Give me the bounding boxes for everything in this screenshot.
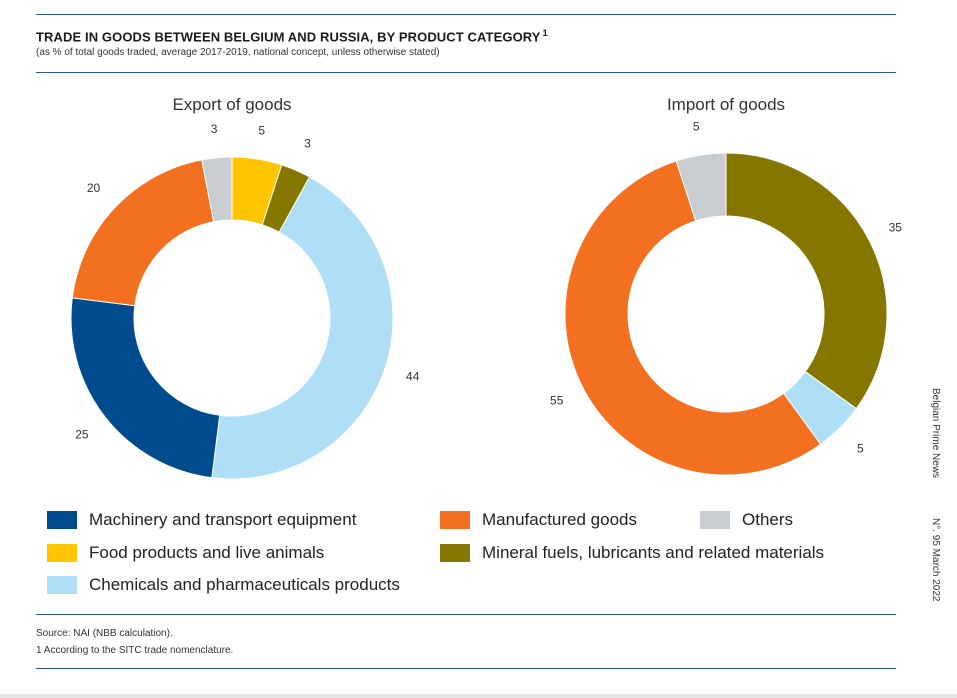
- legend-item-machinery: Machinery and transport equipment: [47, 510, 356, 530]
- legend-swatch-mineral-fuels: [440, 544, 470, 562]
- page-title: TRADE IN GOODS BETWEEN BELGIUM AND RUSSI…: [36, 28, 548, 45]
- legend-item-manufactured: Manufactured goods: [440, 510, 637, 530]
- legend-item-chemicals: Chemicals and pharmaceuticals products: [47, 575, 400, 595]
- export-label-chemicals-and-pharmaceuticals-products: 44: [406, 370, 420, 384]
- legend-label-chemicals: Chemicals and pharmaceuticals products: [89, 575, 400, 594]
- export-label-others: 3: [211, 122, 218, 136]
- import-slice-others: [675, 152, 727, 222]
- legend-label-others: Others: [742, 510, 794, 529]
- legend-swatch-chemicals: [47, 576, 77, 594]
- legend-label-food: Food products and live animals: [89, 543, 325, 562]
- footnote: 1 According to the SITC trade nomenclatu…: [36, 645, 234, 656]
- import-label-mineral-fuels-lubricants-and-related-materials: 35: [889, 221, 903, 235]
- top-rule: [36, 14, 896, 15]
- export-label-manufactured-goods: 20: [87, 181, 101, 195]
- legend-swatch-food: [47, 544, 77, 562]
- import-label-chemicals-and-pharmaceuticals-products: 5: [857, 441, 864, 455]
- export-slice-others: [201, 156, 233, 223]
- export-label-mineral-fuels-lubricants-and-related-materials: 3: [304, 137, 311, 151]
- page-bottom-bar: [0, 694, 957, 698]
- import-chart-title: Import of goods: [667, 95, 785, 114]
- legend-swatch-machinery: [47, 511, 77, 529]
- legend-swatch-manufactured: [440, 511, 470, 529]
- legend-swatch-others: [700, 511, 730, 529]
- export-label-food-products-and-live-animals: 5: [258, 123, 265, 137]
- legend-label-machinery: Machinery and transport equipment: [89, 510, 357, 529]
- footer-rule: [36, 614, 896, 615]
- legend-label-mineral-fuels: Mineral fuels, lubricants and related ma…: [482, 543, 825, 562]
- source-note: Source: NAI (NBB calculation).: [36, 628, 173, 639]
- export-slice-chemicals-and-pharmaceuticals-products: [211, 176, 394, 480]
- import-slice-manufactured-goods: [564, 160, 822, 476]
- export-label-machinery-and-transport-equipment: 25: [75, 427, 89, 441]
- export-slice-manufactured-goods: [71, 159, 215, 307]
- header-rule: [36, 72, 896, 73]
- issue-date: N°. 95 March 2022: [930, 518, 941, 602]
- legend-item-mineral-fuels: Mineral fuels, lubricants and related ma…: [440, 543, 824, 563]
- import-label-manufactured-goods: 55: [550, 393, 564, 407]
- legend-item-others: Others: [700, 510, 793, 530]
- page-subtitle: (as % of total goods traded, average 201…: [36, 47, 440, 58]
- publication-name: Belgian Prime News: [930, 388, 941, 479]
- export-slice-machinery-and-transport-equipment: [70, 297, 221, 479]
- export-donut-chart: Export of goods 5 3 44 25 20 3: [70, 95, 420, 480]
- import-slice-mineral-fuels-lubricants-and-related-materials: [725, 152, 888, 410]
- export-chart-title: Export of goods: [172, 95, 291, 114]
- bottom-rule: [36, 668, 896, 669]
- legend-item-food: Food products and live animals: [47, 543, 324, 563]
- legend-label-manufactured: Manufactured goods: [482, 510, 637, 529]
- donut-charts: Export of goods 5 3 44 25 20 3 Import of goods…: [70, 95, 903, 480]
- import-label-others: 5: [693, 119, 700, 133]
